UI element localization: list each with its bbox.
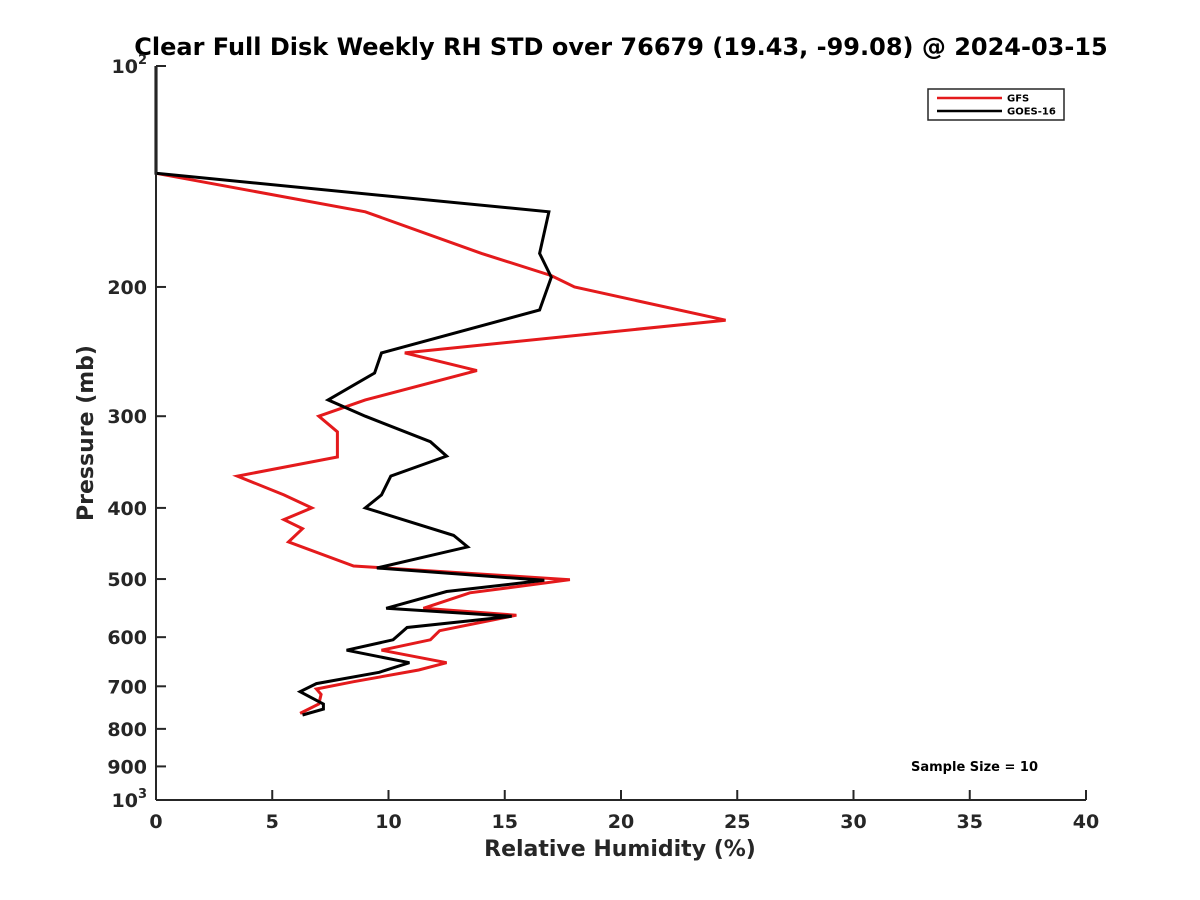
x-axis-label: Relative Humidity (%) [484, 837, 756, 862]
y-axis-ticks: 102 200 300 400 500 600 700 800 900 103 [107, 53, 166, 812]
y-tick-label: 103 [112, 787, 148, 812]
x-tick-label: 25 [724, 811, 750, 833]
y-tick-label: 200 [107, 277, 147, 299]
chart-legend: GFS GOES-16 [927, 88, 1065, 121]
x-tick-label: 5 [266, 811, 279, 833]
y-tick-label: 300 [107, 406, 147, 428]
legend-label-gfs: GFS [1007, 94, 1029, 105]
y-tick-label: 700 [107, 676, 147, 698]
series-line-goes16 [154, 66, 553, 717]
x-axis-ticks: 0 5 10 15 20 25 30 35 40 [149, 790, 1099, 833]
sample-size-annotation: Sample Size = 10 [911, 760, 1038, 775]
legend-label-goes16: GOES-16 [1007, 107, 1056, 118]
series-line-gfs [154, 66, 726, 715]
legend-box [927, 88, 1065, 121]
x-tick-label: 30 [840, 811, 866, 833]
y-tick-label: 600 [107, 627, 147, 649]
y-tick-label: 400 [107, 498, 147, 520]
x-tick-label: 15 [492, 811, 518, 833]
x-tick-label: 40 [1073, 811, 1099, 833]
x-tick-label: 35 [957, 811, 983, 833]
y-tick-label: 500 [107, 569, 147, 591]
x-tick-label: 10 [375, 811, 401, 833]
x-tick-label: 0 [149, 811, 162, 833]
x-tick-label: 20 [608, 811, 634, 833]
series-layer [154, 66, 726, 717]
y-tick-label: 900 [107, 756, 147, 778]
y-tick-label: 800 [107, 719, 147, 741]
y-tick-label: 102 [112, 53, 148, 78]
y-axis-label: Pressure (mb) [74, 345, 99, 521]
chart-title: Clear Full Disk Weekly RH STD over 76679… [134, 33, 1107, 61]
